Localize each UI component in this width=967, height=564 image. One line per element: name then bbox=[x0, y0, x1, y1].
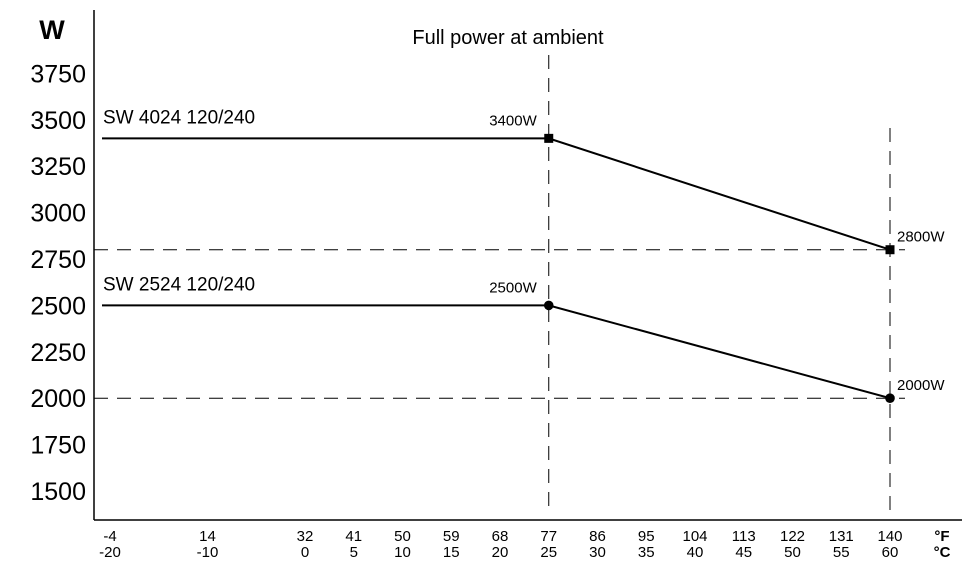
series-line bbox=[102, 304, 891, 400]
y-tick-label: 2000 bbox=[30, 385, 86, 413]
y-tick-label: 1500 bbox=[30, 478, 86, 506]
x-tick-label-c: 60 bbox=[882, 544, 899, 561]
x-tick-label-c: 50 bbox=[784, 544, 801, 561]
data-label: 2000W bbox=[897, 377, 945, 394]
ambient-annotation: Full power at ambient bbox=[412, 27, 604, 49]
y-tick-label: 2250 bbox=[30, 339, 86, 367]
x-tick-label-c: 35 bbox=[638, 544, 655, 561]
x-tick-label-c: -20 bbox=[99, 544, 121, 561]
x-tick-label-f: 104 bbox=[682, 528, 707, 545]
x-tick-label-f: 140 bbox=[877, 528, 902, 545]
x-tick-label-f: 95 bbox=[638, 528, 655, 545]
square-marker bbox=[544, 133, 554, 143]
series-name-label: SW 2524 120/240 bbox=[103, 274, 255, 295]
x-tick-label-f: 50 bbox=[394, 528, 411, 545]
x-tick-label-f: 122 bbox=[780, 528, 805, 545]
x-tick-label-f: 86 bbox=[589, 528, 606, 545]
circle-marker bbox=[543, 300, 554, 311]
series-line bbox=[102, 137, 891, 251]
data-label: 3400W bbox=[489, 112, 537, 129]
x-tick-label-f: 14 bbox=[199, 528, 216, 545]
x-tick-label-c: 30 bbox=[589, 544, 606, 561]
y-tick-label: 2500 bbox=[30, 292, 86, 320]
y-tick-label: 1750 bbox=[30, 432, 86, 460]
data-label: 2500W bbox=[489, 279, 537, 296]
x-unit-c: °C bbox=[934, 544, 951, 561]
y-tick-label: 3000 bbox=[30, 200, 86, 228]
x-tick-label-f: 59 bbox=[443, 528, 460, 545]
x-tick-label-c: 55 bbox=[833, 544, 850, 561]
data-label: 2800W bbox=[897, 229, 945, 246]
circle-marker bbox=[885, 393, 895, 404]
x-tick-label-c: 40 bbox=[687, 544, 704, 561]
x-tick-label-c: 25 bbox=[540, 544, 557, 561]
x-tick-label-c: 20 bbox=[492, 544, 509, 561]
square-marker bbox=[885, 245, 895, 255]
x-tick-label-f: 113 bbox=[732, 528, 756, 545]
y-tick-label: 2750 bbox=[30, 246, 86, 274]
y-tick-label: 3750 bbox=[30, 60, 86, 88]
x-tick-label-f: -4 bbox=[103, 528, 116, 545]
y-unit-label: W bbox=[39, 15, 65, 45]
y-tick-label: 3250 bbox=[30, 153, 86, 181]
x-tick-label-f: 32 bbox=[297, 528, 314, 545]
y-tick-label: 3500 bbox=[30, 107, 86, 135]
x-tick-label-f: 77 bbox=[540, 528, 557, 545]
x-tick-label-c: 0 bbox=[301, 544, 309, 561]
x-tick-label-f: 131 bbox=[829, 528, 854, 545]
x-tick-label-c: 10 bbox=[394, 544, 411, 561]
x-tick-label-f: 68 bbox=[492, 528, 509, 545]
x-tick-label-f: 41 bbox=[345, 528, 362, 545]
series-name-label: SW 4024 120/240 bbox=[103, 107, 255, 128]
x-tick-label-c: 45 bbox=[735, 544, 752, 561]
x-unit-f: °F bbox=[934, 528, 949, 545]
x-tick-label-c: 15 bbox=[443, 544, 460, 561]
x-tick-label-c: 5 bbox=[350, 544, 358, 561]
x-tick-label-c: -10 bbox=[197, 544, 219, 561]
